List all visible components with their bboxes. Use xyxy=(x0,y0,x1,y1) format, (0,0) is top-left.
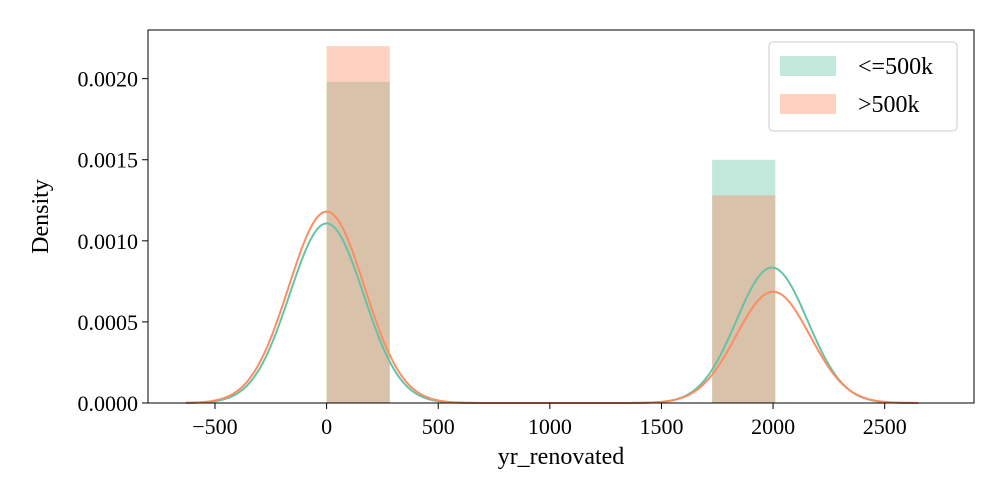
x-tick-label: 1500 xyxy=(639,414,683,439)
y-tick-label: 0.0020 xyxy=(78,67,139,92)
legend-swatch-series-1 xyxy=(780,94,836,114)
x-tick-label: 1000 xyxy=(528,414,572,439)
y-tick-label: 0.0005 xyxy=(78,310,139,335)
x-tick-label: 2000 xyxy=(751,414,795,439)
histogram-bars xyxy=(326,46,776,403)
x-tick-label: −500 xyxy=(192,414,237,439)
y-tick-label: 0.0015 xyxy=(78,148,139,173)
x-tick-label: 500 xyxy=(422,414,455,439)
y-tick-label: 0.0000 xyxy=(78,391,139,416)
kde-curve-series-0 xyxy=(185,222,919,404)
legend-label-series-0: <=500k xyxy=(858,54,933,80)
x-axis-label: yr_renovated xyxy=(498,444,625,470)
legend-label-series-1: >500k xyxy=(858,92,920,118)
kde-curve-series-1 xyxy=(185,210,919,404)
legend-frame xyxy=(768,41,958,132)
plot-frame xyxy=(147,29,975,404)
kde-curves xyxy=(185,210,919,404)
x-axis: −500 0 500 1000 1500 2000 2500 xyxy=(192,403,907,439)
histogram-bar-series-1-bin-1 xyxy=(712,195,776,403)
y-axis-label: Density xyxy=(28,179,54,254)
histogram-bar-series-1-bin-0 xyxy=(326,46,390,403)
histogram-bar-series-0-bin-0 xyxy=(326,81,390,403)
histogram-bar-series-0-bin-1 xyxy=(712,159,776,403)
legend: <=500k >500k xyxy=(768,41,958,132)
x-tick-label: 0 xyxy=(321,414,332,439)
x-tick-label: 2500 xyxy=(863,414,907,439)
legend-swatch-series-0 xyxy=(780,56,836,76)
y-tick-label: 0.0010 xyxy=(78,229,139,254)
y-axis: 0.0000 0.0005 0.0010 0.0015 0.0020 xyxy=(78,67,148,416)
